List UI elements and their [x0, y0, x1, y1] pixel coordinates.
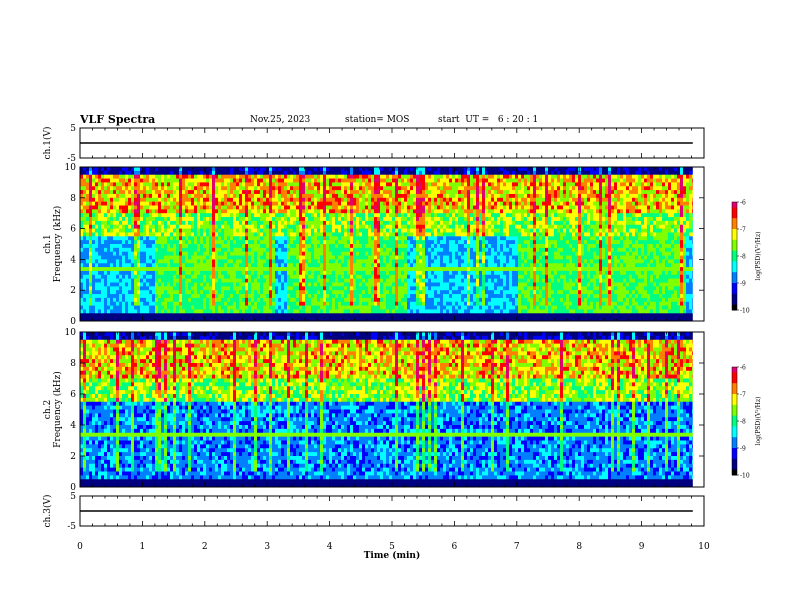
- colorbar-label: log(PSD)(V²/Hz): [755, 397, 762, 446]
- colorbar-tick-label: -6: [740, 365, 746, 372]
- x-tick-label: 5: [389, 542, 395, 552]
- chart-title: VLF Spectra: [80, 113, 156, 126]
- y-tick-label: 5: [70, 124, 76, 134]
- colorbar-tick-label: -9: [740, 281, 746, 288]
- x-tick-label: 4: [327, 542, 333, 552]
- y-tick-label: -5: [67, 522, 76, 532]
- x-tick-label: 8: [576, 542, 582, 552]
- x-tick-label: 7: [514, 542, 520, 552]
- x-tick-label: 9: [639, 542, 645, 552]
- y-tick-label: 2: [70, 286, 76, 296]
- y-tick-label: 6: [70, 225, 76, 235]
- y-tick-label: -5: [67, 154, 76, 164]
- x-tick-label: 3: [264, 542, 270, 552]
- header-start-ut: start UT = 6 : 20 : 1: [438, 115, 539, 125]
- colorbar-tick-label: -7: [740, 392, 746, 399]
- y-tick-label: 10: [65, 328, 77, 338]
- y-axis-label: ch.1(V): [42, 127, 53, 160]
- colorbar-ch2: -6 -7 -8 -9 -10 log(PSD)(V²/Hz): [731, 365, 762, 480]
- spectrogram-ch2: [80, 332, 704, 488]
- colorbar-tick-label: -7: [740, 227, 746, 234]
- x-tick-label: 0: [77, 542, 83, 552]
- y-axis-label: Frequency (kHz): [52, 206, 63, 283]
- y-tick-label: 6: [70, 390, 76, 400]
- y-tick-label: 5: [70, 492, 76, 502]
- y-tick-label: 8: [70, 194, 76, 204]
- y-tick-label: 2: [70, 452, 76, 462]
- x-tick-label: 1: [140, 542, 146, 552]
- x-tick-label: 2: [202, 542, 208, 552]
- y-axis-label: ch.3(V): [42, 495, 53, 528]
- y-tick-label: 4: [70, 421, 76, 431]
- colorbar-tick-label: -8: [740, 254, 746, 261]
- y-tick-label: 10: [65, 163, 77, 173]
- colorbar-tick-label: -8: [740, 419, 746, 426]
- y-tick-label: 4: [70, 255, 76, 265]
- y-tick-label: 0: [70, 483, 76, 493]
- y-tick-label: 0: [70, 317, 76, 327]
- y-axis-label: ch.2: [43, 400, 53, 419]
- spectrogram-ch1: [80, 167, 704, 322]
- x-tick-label: 6: [452, 542, 458, 552]
- colorbar-label: log(PSD)(V²/Hz): [755, 232, 762, 281]
- colorbar-tick-label: -9: [740, 446, 746, 453]
- colorbar-tick-label: -10: [740, 473, 750, 480]
- colorbar-tick-label: -6: [740, 200, 746, 207]
- y-tick-label: 8: [70, 359, 76, 369]
- header-station: station= MOS: [345, 115, 410, 125]
- header-date: Nov.25, 2023: [250, 115, 311, 125]
- y-axis-label: ch.1: [43, 234, 53, 253]
- y-axis-label: Frequency (kHz): [52, 371, 63, 448]
- x-axis-label: Time (min): [364, 550, 421, 561]
- colorbar-ch1: -6 -7 -8 -9 -10 log(PSD)(V²/Hz): [731, 200, 762, 315]
- x-tick-label: 10: [698, 542, 710, 552]
- colorbar-tick-label: -10: [740, 308, 750, 315]
